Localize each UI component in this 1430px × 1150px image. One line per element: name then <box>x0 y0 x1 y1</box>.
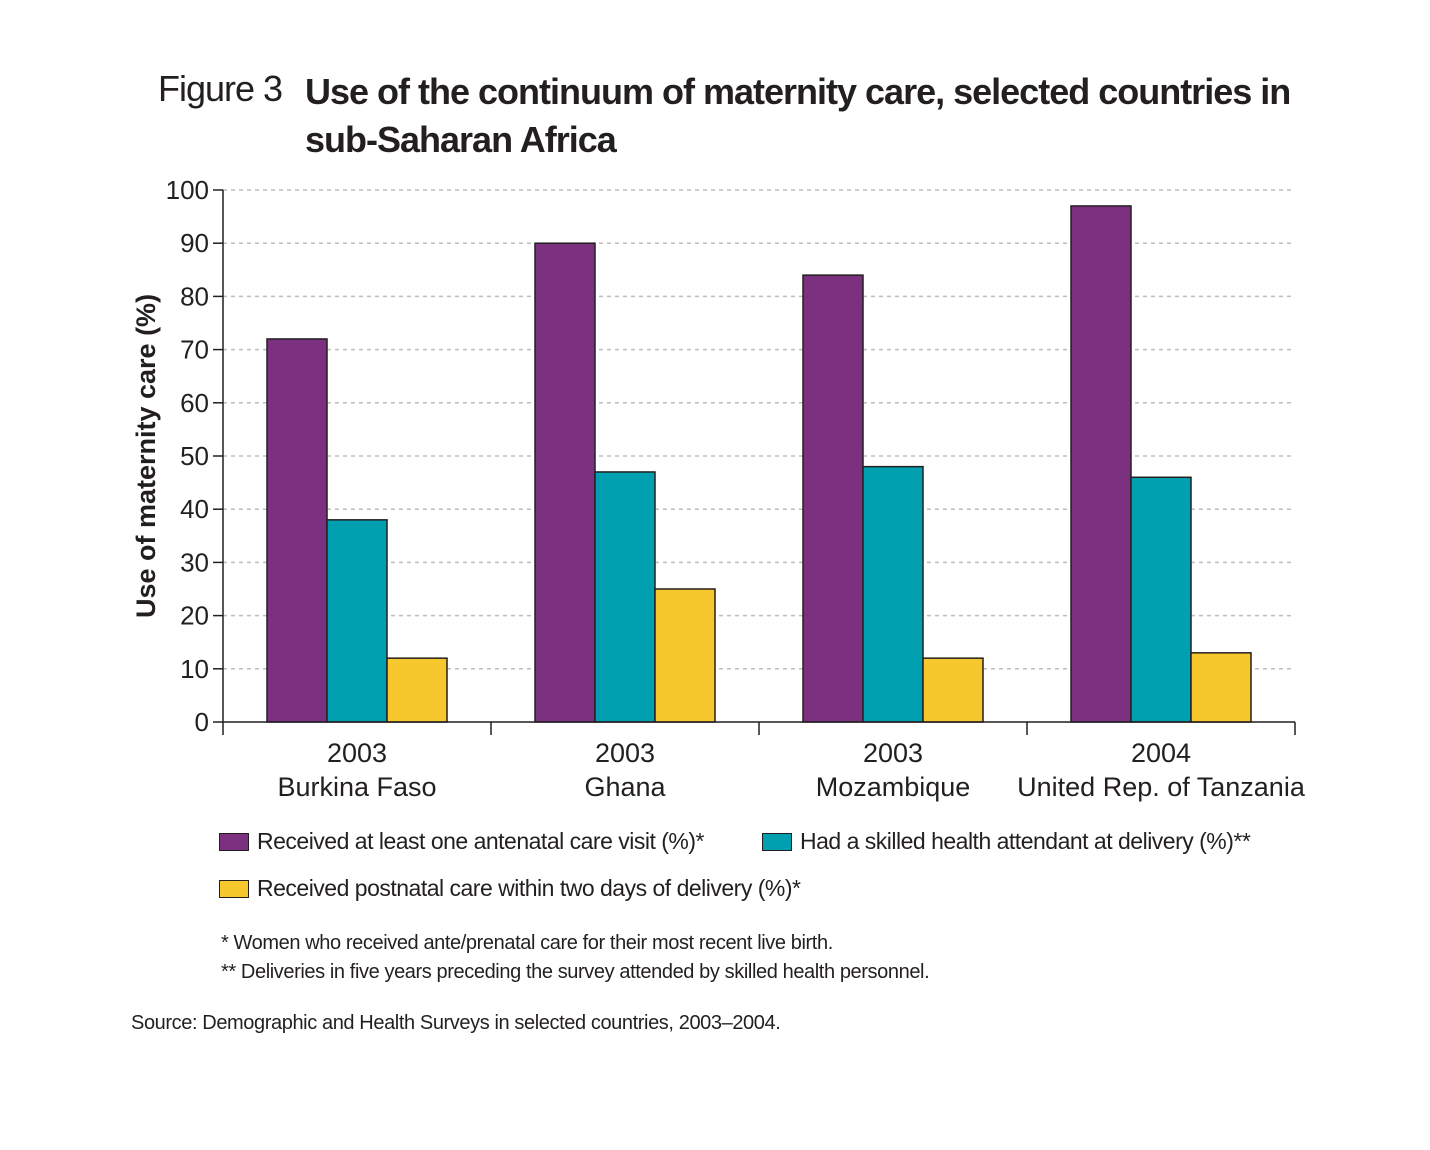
y-tick-label-20: 20 <box>180 601 209 631</box>
legend-item-postnatal: Received postnatal care within two days … <box>219 875 801 902</box>
bar-3-2 <box>1190 652 1252 723</box>
x-tick-label-year-2: 2003 <box>863 738 923 768</box>
bar-1-0 <box>534 242 596 723</box>
chart-title: Use of the continuum of maternity care, … <box>305 71 1291 160</box>
y-tick-label-90: 90 <box>180 228 209 258</box>
bar-1-2 <box>654 588 716 723</box>
x-tick-label-country-3: United Rep. of Tanzania <box>1017 772 1306 802</box>
figure-label: Figure 3 <box>158 68 283 109</box>
y-tick-label-100: 100 <box>166 175 209 205</box>
y-tick-label-40: 40 <box>180 494 209 524</box>
legend-label-skilled-attendant: Had a skilled health attendant at delive… <box>800 828 1251 854</box>
bar-2-2 <box>922 657 984 723</box>
bar-0-0 <box>266 338 328 723</box>
y-tick-label-0: 0 <box>195 707 209 737</box>
y-axis-title: Use of maternity care (%) <box>131 294 161 618</box>
x-tick-label-year-3: 2004 <box>1131 738 1191 768</box>
bar-3-1 <box>1130 476 1192 723</box>
source-note: Source: Demographic and Health Surveys i… <box>131 1012 781 1034</box>
footnote-skilled-attendant: ** Deliveries in five years preceding th… <box>221 961 930 983</box>
legend-swatch-postnatal <box>219 879 249 898</box>
y-tick-label-70: 70 <box>180 335 209 365</box>
legend-label-antenatal: Received at least one antenatal care vis… <box>257 828 704 854</box>
legend-swatch-antenatal <box>219 832 249 851</box>
bar-0-2 <box>386 657 448 723</box>
legend-item-antenatal: Received at least one antenatal care vis… <box>219 828 704 855</box>
bar-1-1 <box>594 471 656 723</box>
y-tick-label-50: 50 <box>180 441 209 471</box>
footnote-antenatal: * Women who received ante/prenatal care … <box>221 932 833 954</box>
legend-item-skilled-attendant: Had a skilled health attendant at delive… <box>762 828 1251 855</box>
x-tick-label-year-1: 2003 <box>595 738 655 768</box>
legend-swatch-skilled-attendant <box>762 832 792 851</box>
bar-0-1 <box>326 519 388 723</box>
x-tick-label-country-0: Burkina Faso <box>277 772 436 802</box>
y-tick-label-60: 60 <box>180 388 209 418</box>
y-tick-label-10: 10 <box>180 654 209 684</box>
x-tick-label-country-2: Mozambique <box>816 772 971 802</box>
bar-2-1 <box>862 465 924 723</box>
y-tick-label-30: 30 <box>180 547 209 577</box>
x-tick-label-year-0: 2003 <box>327 738 387 768</box>
bar-3-0 <box>1070 205 1132 723</box>
bar-2-0 <box>802 274 864 723</box>
x-tick-label-country-1: Ghana <box>584 772 666 802</box>
legend-label-postnatal: Received postnatal care within two days … <box>257 875 801 901</box>
y-tick-label-80: 80 <box>180 281 209 311</box>
